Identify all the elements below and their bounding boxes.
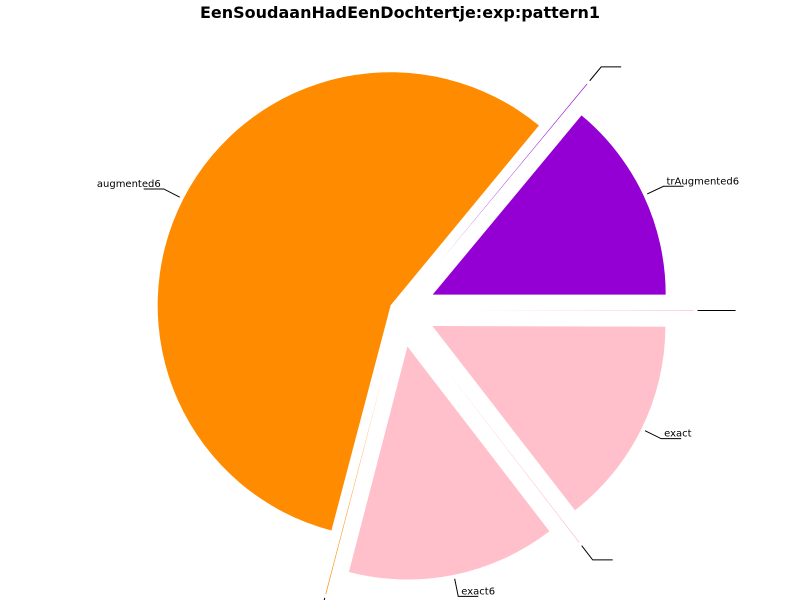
pie-slice-augmented6 — [157, 72, 539, 531]
pie-slice-trAugmented6 — [432, 115, 666, 295]
leader-line-exact6 — [454, 578, 479, 597]
leader-line-unlabeled-5 — [581, 545, 613, 561]
leader-line-exact — [644, 430, 682, 440]
slice-label-exact: exact — [664, 429, 692, 440]
chart-title: EenSoudaanHadEenDochtertje:exp:pattern1 — [199, 3, 601, 22]
slice-label-exact6: exact6 — [461, 586, 495, 597]
pie-slice-exact6 — [348, 346, 550, 580]
slice-label-trAugmented6: trAugmented6 — [667, 176, 740, 187]
leader-line-augmented6 — [143, 188, 180, 198]
pie-slice-unlabeled-7 — [460, 310, 694, 311]
leader-line-trAugmented6 — [647, 185, 684, 195]
pie-slice-unlabeled-5 — [436, 357, 580, 543]
pie-slice-exact — [432, 325, 666, 511]
slice-label-augmented6: augmented6 — [97, 179, 161, 190]
pie-slice-unlabeled-1 — [438, 83, 588, 264]
leader-line-unlabeled-1 — [589, 66, 622, 82]
pie-slice-unlabeled-3 — [325, 368, 385, 595]
